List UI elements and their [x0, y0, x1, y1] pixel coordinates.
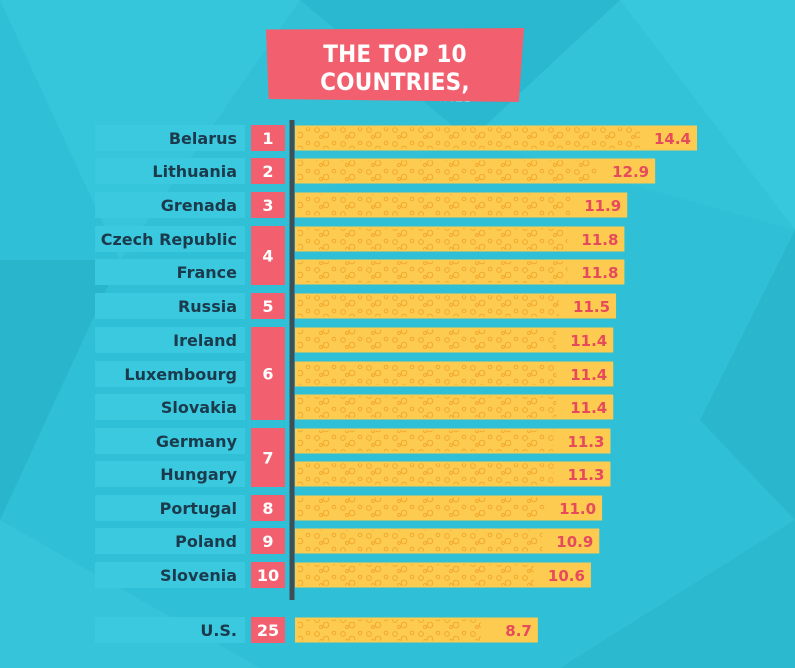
bar-bubbles — [298, 497, 546, 519]
country-label: Belarus — [169, 129, 237, 148]
value-label: 11.8 — [581, 231, 618, 249]
rank-label: 3 — [262, 196, 273, 215]
value-label: 14.4 — [654, 130, 691, 148]
country-label: Slovakia — [161, 398, 237, 417]
country-label: Russia — [178, 297, 237, 316]
bar-bubbles — [298, 261, 568, 283]
row-label-band — [95, 495, 245, 521]
country-label: Ireland — [173, 331, 237, 350]
rank-box — [251, 125, 285, 151]
country-label: Hungary — [160, 465, 237, 484]
rank-box — [251, 192, 285, 218]
row-label-band — [95, 226, 245, 252]
rank-label: 7 — [262, 449, 273, 468]
rank-box — [251, 562, 285, 588]
rank-label: 6 — [262, 365, 273, 384]
rank-label: 2 — [262, 162, 273, 181]
bar-bubbles — [298, 363, 557, 385]
bar-bubbles — [298, 430, 554, 452]
chart-subtitle: BY LITERS CONSUMED — [266, 98, 524, 102]
country-label: Portugal — [160, 499, 237, 518]
bar-bubbles — [298, 564, 534, 586]
value-label: 11.4 — [570, 332, 607, 350]
value-label: 10.6 — [548, 567, 585, 585]
chart-title: THE TOP 10 COUNTRIES, — [320, 40, 470, 96]
row-label-band — [95, 428, 245, 454]
value-label: 11.9 — [584, 197, 621, 215]
rank-box — [251, 327, 285, 420]
rank-box — [251, 428, 285, 487]
row-label-band — [95, 617, 245, 643]
rank-label: 1 — [262, 129, 273, 148]
country-label: Czech Republic — [101, 230, 237, 249]
rank-box — [251, 528, 285, 554]
value-label: 10.9 — [556, 533, 593, 551]
rank-box — [251, 158, 285, 184]
value-label: 11.4 — [570, 366, 607, 384]
bar-bubbles — [298, 396, 557, 418]
country-label: Grenada — [161, 196, 237, 215]
value-label: 11.3 — [567, 433, 604, 451]
rank-label: 10 — [257, 566, 279, 585]
country-label: France — [177, 263, 237, 282]
value-label: 12.9 — [612, 163, 649, 181]
rank-label: 4 — [262, 247, 273, 266]
bar-bubbles — [298, 619, 481, 641]
value-label: 11.0 — [559, 500, 596, 518]
country-label: Germany — [156, 432, 238, 451]
row-label-band — [95, 293, 245, 319]
bar-bubbles — [298, 228, 568, 250]
row-label-band — [95, 528, 245, 554]
title-banner: THE TOP 10 COUNTRIES, BY LITERS CONSUMED — [266, 28, 524, 102]
bar-bubbles — [298, 329, 557, 351]
row-label-band — [95, 461, 245, 487]
bar-bubbles — [298, 194, 571, 216]
rank-box — [251, 226, 285, 285]
country-label: Luxembourg — [124, 365, 237, 384]
rank-box — [251, 293, 285, 319]
country-label: U.S. — [200, 621, 237, 640]
country-label: Slovenia — [160, 566, 237, 585]
value-label: 11.5 — [573, 298, 610, 316]
row-label-band — [95, 192, 245, 218]
value-label: 11.3 — [567, 466, 604, 484]
value-label: 11.8 — [581, 264, 618, 282]
rank-label: 25 — [257, 621, 279, 640]
rank-label: 8 — [262, 499, 273, 518]
rank-box — [251, 617, 285, 643]
bar-bubbles — [298, 160, 599, 182]
country-label: Poland — [175, 532, 237, 551]
rank-box — [251, 495, 285, 521]
country-label: Lithuania — [152, 162, 237, 181]
row-label-band — [95, 394, 245, 420]
row-label-band — [95, 327, 245, 353]
bar-bubbles — [298, 530, 543, 552]
row-label-band — [95, 125, 245, 151]
row-label-band — [95, 158, 245, 184]
bar-bubbles — [298, 127, 640, 149]
rank-label: 9 — [262, 532, 273, 551]
value-label: 11.4 — [570, 399, 607, 417]
bar-bubbles — [298, 463, 554, 485]
rank-label: 5 — [262, 297, 273, 316]
bar-bubbles — [298, 295, 560, 317]
row-label-band — [95, 361, 245, 387]
row-label-band — [95, 259, 245, 285]
row-label-band — [95, 562, 245, 588]
value-label: 8.7 — [505, 622, 532, 640]
